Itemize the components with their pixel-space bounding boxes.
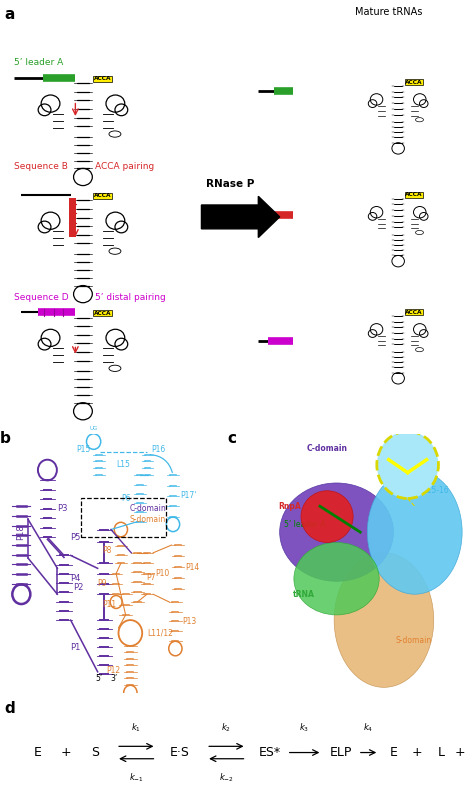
Text: S-domain: S-domain <box>395 636 431 646</box>
Text: P13: P13 <box>182 617 197 626</box>
Text: ACCA: ACCA <box>93 76 111 81</box>
Text: $k_{-2}$: $k_{-2}$ <box>219 771 234 784</box>
Text: d: d <box>5 700 16 716</box>
Text: $k_3$: $k_3$ <box>300 721 310 734</box>
Text: c: c <box>228 431 237 447</box>
Text: 5’: 5’ <box>95 674 102 683</box>
Text: 5’ distal pairing: 5’ distal pairing <box>95 292 165 302</box>
Text: P5: P5 <box>70 533 81 542</box>
Text: ACCA: ACCA <box>405 193 423 197</box>
Text: P18: P18 <box>16 525 25 540</box>
Text: P2: P2 <box>73 583 84 592</box>
Text: P12: P12 <box>107 666 121 675</box>
Text: UG: UG <box>89 426 98 431</box>
Text: ACCA: ACCA <box>93 193 111 198</box>
Text: E·S: E·S <box>170 746 190 759</box>
Ellipse shape <box>367 470 462 594</box>
Text: 3’: 3’ <box>110 674 118 683</box>
Text: ELP: ELP <box>330 746 353 759</box>
Text: ACCA: ACCA <box>405 80 423 84</box>
Text: Sequence B: Sequence B <box>14 162 68 171</box>
Text: P8: P8 <box>102 546 111 555</box>
Text: P15-16: P15-16 <box>422 486 448 495</box>
Text: P16: P16 <box>152 445 166 454</box>
Text: Sequence D: Sequence D <box>14 292 69 302</box>
Text: $k_1$: $k_1$ <box>131 721 141 734</box>
Text: $k_{-1}$: $k_{-1}$ <box>129 771 144 784</box>
Ellipse shape <box>334 552 434 687</box>
Ellipse shape <box>280 483 393 581</box>
Text: RNase P: RNase P <box>206 179 254 189</box>
Text: b: b <box>0 431 11 447</box>
Text: tRNA: tRNA <box>292 590 314 599</box>
Text: P3: P3 <box>57 505 67 513</box>
Text: P11: P11 <box>102 600 116 609</box>
Text: L15: L15 <box>116 460 130 469</box>
Text: RnpA: RnpA <box>278 501 301 511</box>
Text: ACCA: ACCA <box>405 310 423 314</box>
Text: E: E <box>34 746 42 759</box>
FancyArrow shape <box>201 197 280 237</box>
Text: Mature tRNAs: Mature tRNAs <box>355 6 422 17</box>
Circle shape <box>377 431 438 498</box>
Bar <box>69 198 76 237</box>
Text: P7: P7 <box>146 573 155 582</box>
Text: P10: P10 <box>155 569 170 578</box>
Text: C-domain: C-domain <box>307 444 347 453</box>
Text: E: E <box>390 746 397 759</box>
Text: 5’ leader A: 5’ leader A <box>284 520 326 529</box>
Text: a: a <box>5 6 15 21</box>
Text: ACCA pairing: ACCA pairing <box>95 162 154 171</box>
Text: P15: P15 <box>76 445 90 454</box>
Text: L: L <box>438 746 444 759</box>
Text: +: + <box>412 746 422 759</box>
Text: ES*: ES* <box>259 746 281 759</box>
Text: +: + <box>455 746 465 759</box>
Text: P4: P4 <box>70 574 81 583</box>
Text: P9: P9 <box>97 579 107 588</box>
Ellipse shape <box>301 490 353 543</box>
Text: P17': P17' <box>180 491 197 501</box>
Text: C-domain: C-domain <box>129 504 166 513</box>
Text: S-domain: S-domain <box>130 515 166 525</box>
Text: $k_2$: $k_2$ <box>221 721 231 734</box>
Ellipse shape <box>294 543 379 615</box>
Text: ACCA: ACCA <box>70 209 75 225</box>
Text: S: S <box>91 746 99 759</box>
Text: ACCA: ACCA <box>93 310 111 315</box>
Text: P1: P1 <box>70 642 81 652</box>
Text: $k_4$: $k_4$ <box>364 721 374 734</box>
Text: 5’ leader A: 5’ leader A <box>14 58 64 67</box>
Text: P6: P6 <box>121 494 130 503</box>
Text: L11/12: L11/12 <box>147 629 173 638</box>
Text: P14: P14 <box>185 563 199 572</box>
Text: +: + <box>61 746 72 759</box>
